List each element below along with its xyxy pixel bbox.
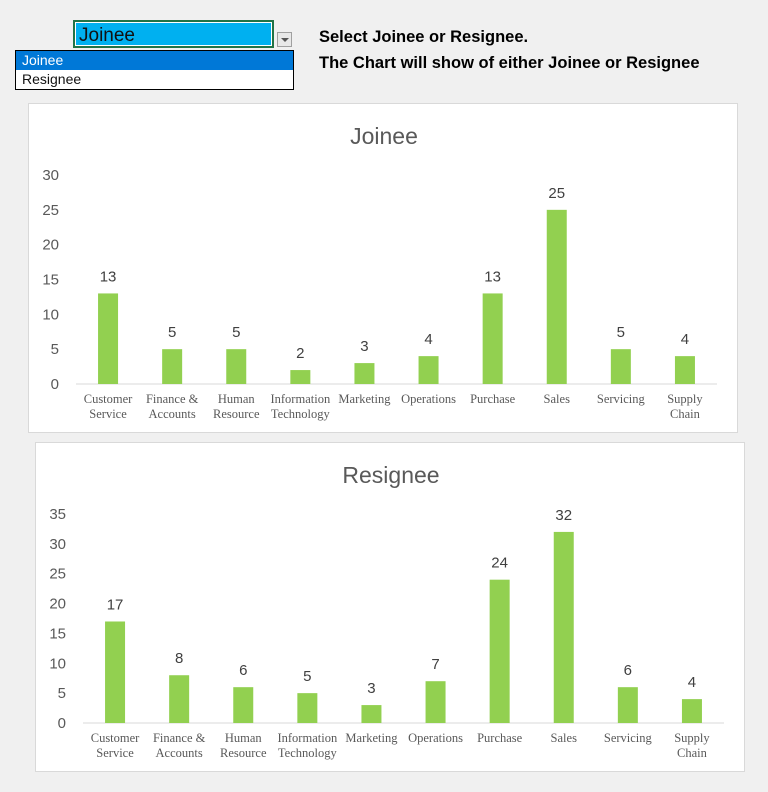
data-label: 5 xyxy=(303,668,311,685)
bar xyxy=(418,356,439,384)
bar xyxy=(681,699,702,723)
x-tick-label: Marketing xyxy=(345,731,398,745)
option-resignee[interactable]: Resignee xyxy=(22,71,82,87)
y-tick-label: 25 xyxy=(49,566,66,583)
data-label: 4 xyxy=(424,331,432,348)
data-label: 5 xyxy=(168,324,176,341)
instruction-line-1: Select Joinee or Resignee. xyxy=(319,28,529,46)
x-tick-label: Purchase xyxy=(470,392,516,406)
bar xyxy=(489,579,510,723)
y-tick-label: 25 xyxy=(42,202,59,219)
bar xyxy=(674,356,695,384)
x-tick-label: Operations xyxy=(401,392,456,406)
instructions: Select Joinee or Resignee. The Chart wil… xyxy=(319,24,700,76)
x-tick-label: Chain xyxy=(677,746,708,760)
chart-title: Resignee xyxy=(342,462,439,488)
x-tick-label: Supply xyxy=(674,731,710,745)
x-tick-label: Information xyxy=(270,392,330,406)
x-tick-label: Marketing xyxy=(338,392,391,406)
x-tick-label: Human xyxy=(225,731,263,745)
bar xyxy=(610,349,631,384)
data-label: 6 xyxy=(239,662,247,679)
data-label: 13 xyxy=(100,268,117,285)
y-tick-label: 20 xyxy=(42,237,59,254)
bar xyxy=(546,209,567,384)
x-tick-label: Chain xyxy=(670,407,701,421)
x-tick-label: Accounts xyxy=(149,407,196,421)
x-tick-label: Operations xyxy=(408,731,463,745)
bar xyxy=(162,349,183,384)
x-tick-label: Human xyxy=(218,392,256,406)
y-tick-label: 0 xyxy=(51,376,59,393)
x-tick-label: Sales xyxy=(551,731,578,745)
data-label: 3 xyxy=(360,338,368,355)
data-label: 5 xyxy=(232,324,240,341)
bar xyxy=(98,293,119,384)
data-label: 2 xyxy=(296,345,304,362)
data-label: 5 xyxy=(617,324,625,341)
x-tick-label: Technology xyxy=(278,746,338,760)
bar xyxy=(425,681,446,723)
y-tick-label: 5 xyxy=(51,341,59,358)
dropdown-arrow-icon[interactable] xyxy=(277,32,292,47)
x-tick-label: Service xyxy=(96,746,134,760)
y-tick-label: 35 xyxy=(49,506,66,523)
instruction-line-2: The Chart will show of either Joinee or … xyxy=(319,54,700,72)
y-tick-label: 20 xyxy=(49,596,66,613)
category-select[interactable]: Joinee xyxy=(73,20,274,48)
x-tick-label: Resource xyxy=(213,407,260,421)
data-label: 4 xyxy=(688,674,696,691)
bar xyxy=(617,687,638,723)
chart-title: Joinee xyxy=(350,123,418,149)
y-tick-label: 15 xyxy=(42,272,59,289)
resignee-chart-svg: Resignee0510152025303517CustomerService8… xyxy=(49,462,724,760)
bar xyxy=(226,349,247,384)
x-tick-label: Finance & xyxy=(153,731,206,745)
bar xyxy=(290,370,311,384)
x-tick-label: Servicing xyxy=(597,392,646,406)
data-label: 6 xyxy=(624,662,632,679)
x-tick-label: Technology xyxy=(271,407,331,421)
x-tick-label: Customer xyxy=(91,731,140,745)
joinee-chart-svg: Joinee05101520253013CustomerService5Fina… xyxy=(42,123,717,421)
y-tick-label: 30 xyxy=(42,167,59,184)
bar xyxy=(297,693,318,723)
bar xyxy=(361,705,382,723)
y-tick-label: 0 xyxy=(58,715,66,732)
bar xyxy=(169,675,190,723)
x-tick-label: Servicing xyxy=(604,731,653,745)
joinee-chart: Joinee 0 5 10 15 20 25 30 13 Customer Service 5 Fina… xyxy=(28,103,738,433)
x-tick-label: Information xyxy=(277,731,337,745)
y-tick-label: 10 xyxy=(49,655,66,672)
data-label: 8 xyxy=(175,650,183,667)
option-joinee[interactable]: Joinee xyxy=(16,51,293,70)
data-label: 3 xyxy=(367,680,375,697)
y-tick-label: 10 xyxy=(42,306,59,323)
data-label: 17 xyxy=(107,596,124,613)
dropdown-list: Joinee Resignee xyxy=(15,50,294,90)
x-tick-label: Sales xyxy=(544,392,571,406)
y-tick-label: 5 xyxy=(58,685,66,702)
x-tick-label: Purchase xyxy=(477,731,523,745)
bar xyxy=(233,687,254,723)
data-label: 25 xyxy=(548,185,565,202)
data-label: 13 xyxy=(484,268,501,285)
x-tick-label: Resource xyxy=(220,746,267,760)
x-tick-label: Accounts xyxy=(156,746,203,760)
x-tick-label: Customer xyxy=(84,392,133,406)
resignee-chart: Resignee 0 5 10 15 20 25 30 35 17 Customer Service 8… xyxy=(35,442,745,772)
bar xyxy=(354,363,375,384)
bar xyxy=(482,293,503,384)
data-label: 4 xyxy=(681,331,689,348)
data-label: 32 xyxy=(555,507,572,524)
y-tick-label: 30 xyxy=(49,536,66,553)
data-label: 24 xyxy=(491,555,508,572)
data-label: 7 xyxy=(431,656,439,673)
x-tick-label: Supply xyxy=(667,392,703,406)
x-tick-label: Service xyxy=(89,407,127,421)
bar xyxy=(553,531,574,723)
x-tick-label: Finance & xyxy=(146,392,199,406)
bar xyxy=(105,621,126,723)
y-tick-label: 15 xyxy=(49,625,66,642)
